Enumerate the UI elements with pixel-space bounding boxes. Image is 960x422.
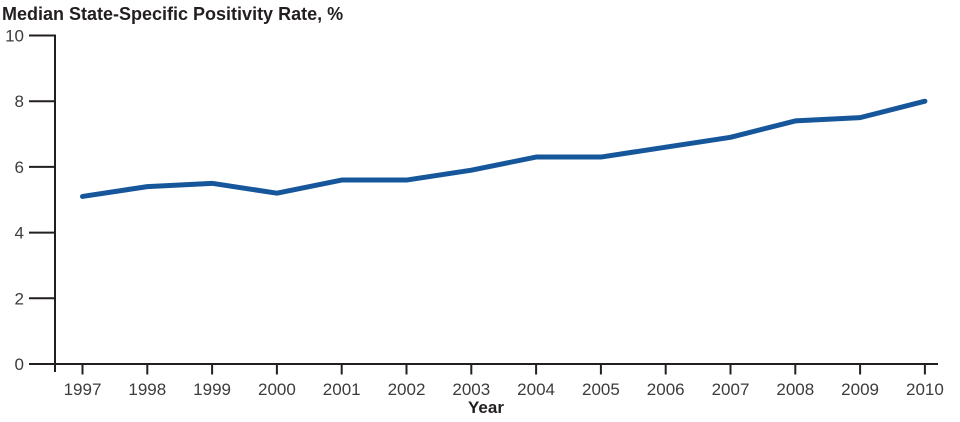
x-tick-label: 1997 [64,380,102,399]
x-tick-label: 2007 [712,380,750,399]
x-tick-label: 2004 [517,380,555,399]
x-tick-label: 2002 [388,380,426,399]
x-tick-label: 2009 [841,380,879,399]
y-tick-label: 4 [15,224,24,243]
x-tick-label: 2005 [582,380,620,399]
x-axis-title: Year [468,398,504,417]
chart-title: Median State-Specific Positivity Rate, % [2,4,343,24]
x-tick-label: 2006 [647,380,685,399]
x-tick-label: 2003 [452,380,490,399]
x-tick-label: 2008 [776,380,814,399]
y-tick-label: 8 [15,92,24,111]
x-tick-label: 2010 [906,380,944,399]
y-tick-label: 10 [5,27,24,46]
positivity-line-series [80,98,928,199]
x-tick-label: 1998 [128,380,166,399]
x-tick-label: 1999 [193,380,231,399]
y-tick-label: 2 [15,289,24,308]
x-tick-label: 2001 [323,380,361,399]
x-tick-label: 2000 [258,380,296,399]
y-tick-label: 6 [15,158,24,177]
y-tick-label: 0 [15,355,24,374]
axes: 0 2 4 6 8 10 1997 1998 1999 2000 2001 2002 2003 2004 2… [5,27,944,400]
data-line [80,98,928,199]
